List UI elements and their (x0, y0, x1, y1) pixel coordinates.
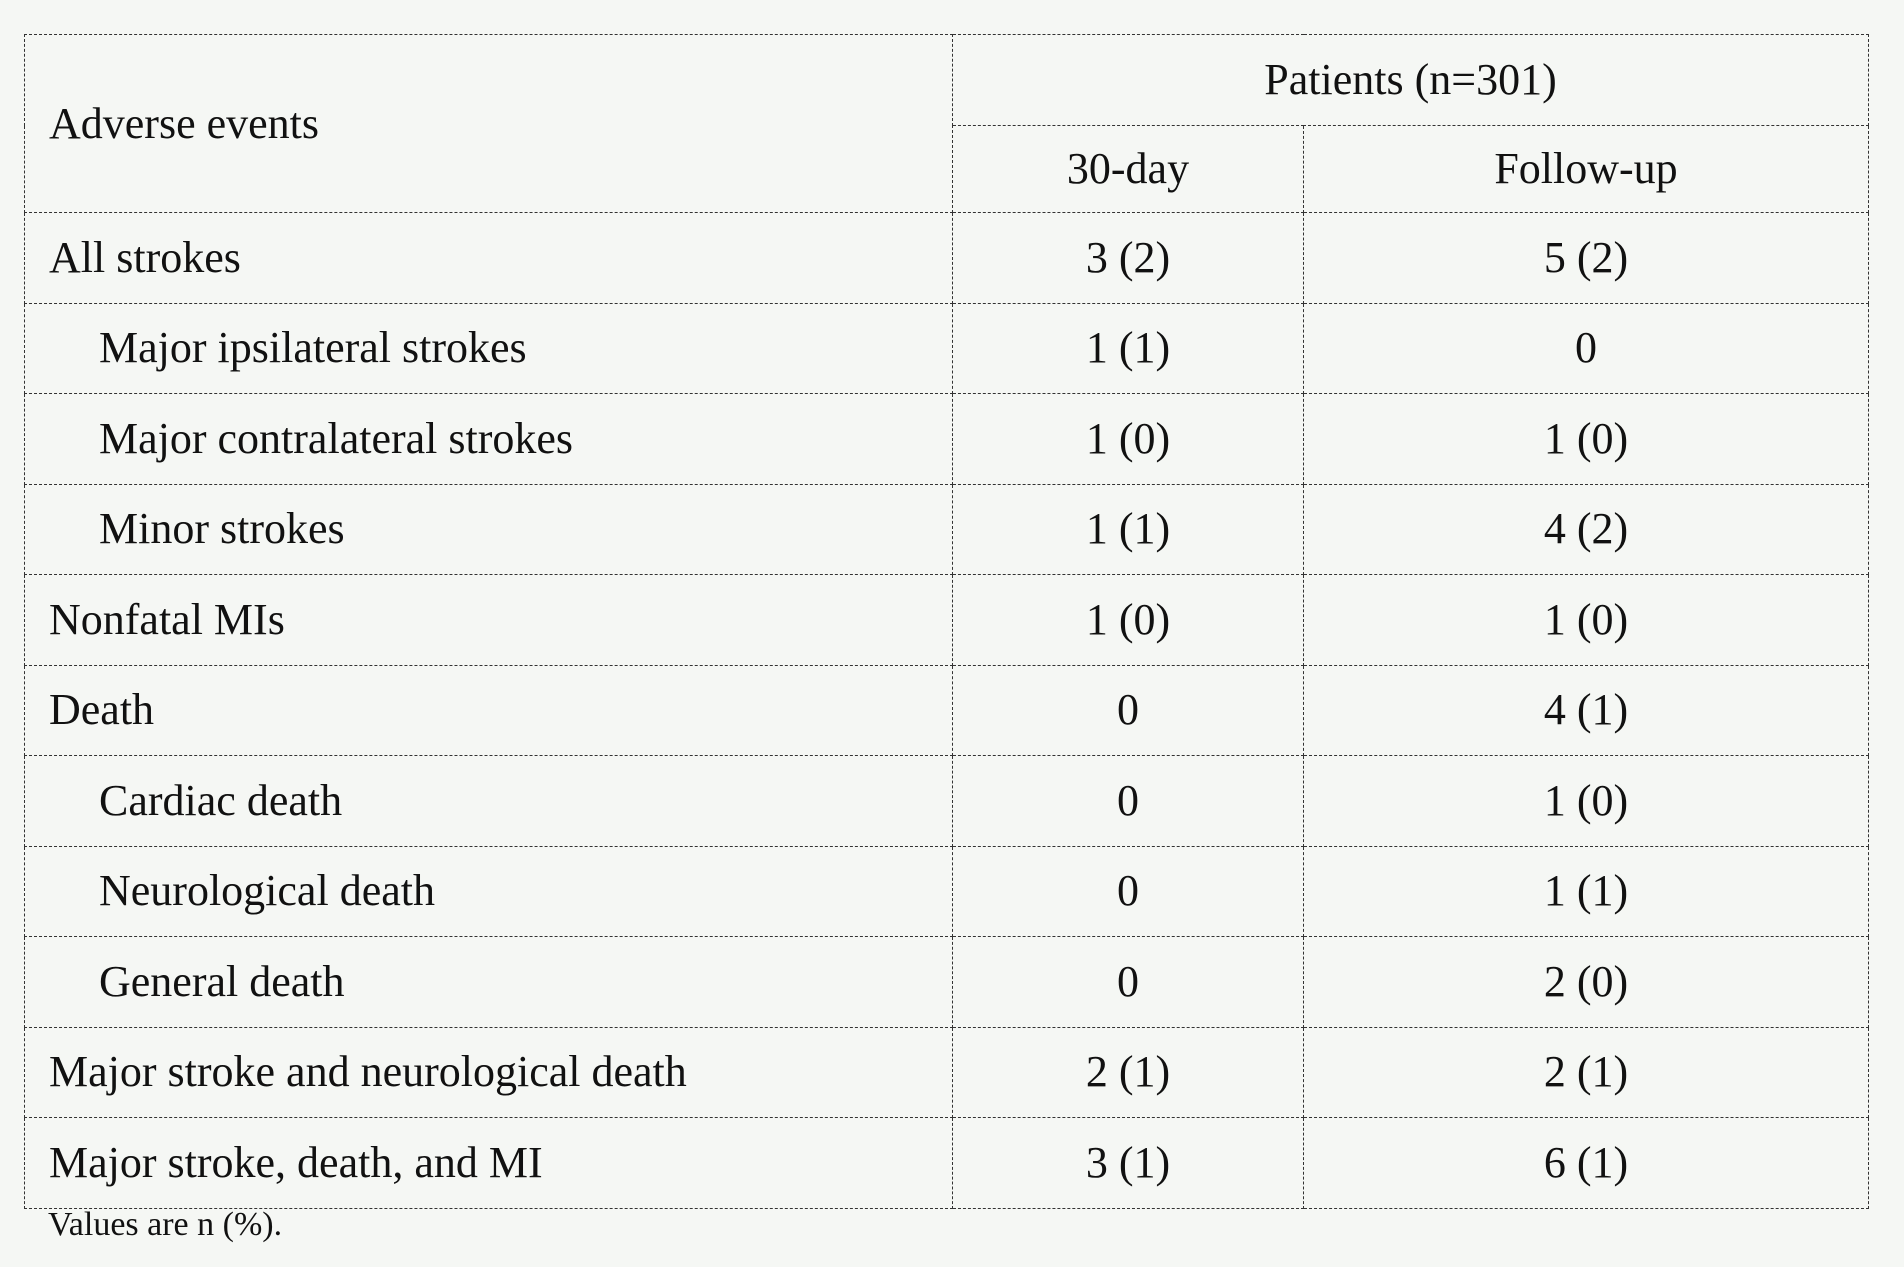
cell-follow-up: 4 (2) (1302, 483, 1870, 575)
cell-follow-up: 1 (0) (1302, 574, 1870, 666)
row-label: Major ipsilateral strokes (24, 302, 953, 394)
cell-30-day: 1 (1) (952, 302, 1304, 394)
group-header-patients: Patients (n=301) (951, 34, 1870, 126)
cell-follow-up: 1 (1) (1302, 845, 1870, 937)
cell-follow-up: 4 (1) (1302, 664, 1870, 756)
table-row: Major contralateral strokes 1 (0) 1 (0) (24, 393, 1870, 485)
row-label: Nonfatal MIs (24, 574, 953, 666)
table-row: Nonfatal MIs 1 (0) 1 (0) (24, 574, 1870, 666)
table-footnote: Values are n (%). (48, 1206, 283, 1243)
row-label: General death (24, 936, 953, 1028)
cell-follow-up: 1 (0) (1302, 393, 1870, 485)
cell-follow-up: 0 (1302, 302, 1870, 394)
cell-follow-up: 6 (1) (1302, 1117, 1870, 1209)
table-row: Neurological death 0 1 (1) (24, 845, 1870, 937)
table-row: Death 0 4 (1) (24, 664, 1870, 756)
cell-30-day: 1 (0) (952, 393, 1304, 485)
row-label: Major stroke and neurological death (24, 1026, 953, 1118)
row-label: All strokes (24, 212, 953, 304)
table-row: General death 0 2 (0) (24, 936, 1870, 1028)
cell-30-day: 0 (952, 845, 1304, 937)
cell-30-day: 1 (0) (952, 574, 1304, 666)
table-body: All strokes 3 (2) 5 (2) Major ipsilateral s… (24, 212, 1870, 1209)
adverse-events-table: Adverse events Patients (n=301) 30-day F… (24, 34, 1870, 1209)
cell-30-day: 3 (2) (952, 212, 1304, 304)
cell-30-day: 0 (952, 755, 1304, 847)
cell-30-day: 3 (1) (952, 1117, 1304, 1209)
cell-30-day: 0 (952, 936, 1304, 1028)
table-row: Major ipsilateral strokes 1 (1) 0 (24, 302, 1870, 394)
column-header-follow-up: Follow-up (1302, 125, 1870, 213)
table-row: Cardiac death 0 1 (0) (24, 755, 1870, 847)
table-row: Minor strokes 1 (1) 4 (2) (24, 483, 1870, 575)
row-label: Minor strokes (24, 483, 953, 575)
row-label: Death (24, 664, 953, 756)
row-label: Major contralateral strokes (24, 393, 953, 485)
row-label: Cardiac death (24, 755, 953, 847)
cell-30-day: 0 (952, 664, 1304, 756)
cell-follow-up: 1 (0) (1302, 755, 1870, 847)
row-label: Major stroke, death, and MI (24, 1117, 953, 1209)
column-header-30-day: 30-day (952, 125, 1304, 213)
adverse-events-table-container: Adverse events Patients (n=301) 30-day F… (24, 34, 1870, 1209)
cell-follow-up: 2 (0) (1302, 936, 1870, 1028)
row-header-adverse-events: Adverse events (24, 34, 953, 213)
cell-follow-up: 2 (1) (1302, 1026, 1870, 1118)
table-row: Major stroke, death, and MI 3 (1) 6 (1) (24, 1117, 1870, 1209)
cell-follow-up: 5 (2) (1302, 212, 1870, 304)
cell-30-day: 1 (1) (952, 483, 1304, 575)
row-label: Neurological death (24, 845, 953, 937)
cell-30-day: 2 (1) (952, 1026, 1304, 1118)
table-row: All strokes 3 (2) 5 (2) (24, 212, 1870, 304)
table-row: Major stroke and neurological death 2 (1)… (24, 1026, 1870, 1118)
